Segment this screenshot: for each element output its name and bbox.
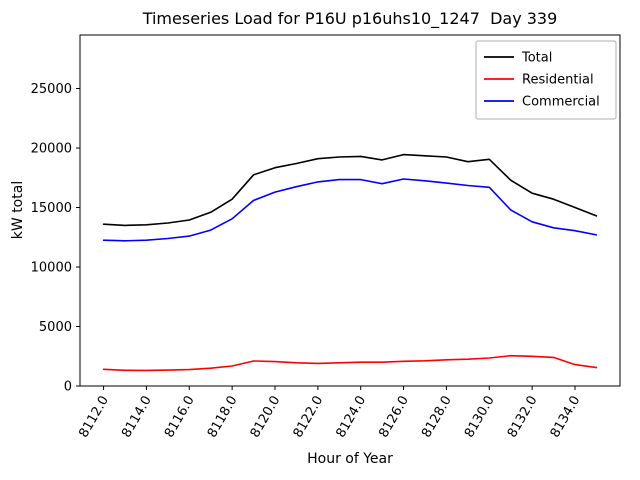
y-tick-label: 20000 <box>31 142 72 157</box>
x-tick-label: 8132.0 <box>505 394 541 441</box>
legend-label: Residential <box>522 73 594 88</box>
x-axis-label: Hour of Year <box>307 451 393 467</box>
legend-entry-commercial: Commercial <box>484 95 600 110</box>
y-tick-label: 0 <box>64 380 72 395</box>
y-tick-label: 25000 <box>31 82 72 97</box>
plot-group: 8112.0 8114.0 8116.0 8118.0 8120.0 8122.0 8124… <box>31 34 621 441</box>
x-tick-label: 8124.0 <box>333 394 369 441</box>
x-tick-label: 8114.0 <box>119 394 155 441</box>
y-axis-label: kW total <box>10 181 26 239</box>
x-tick-label: 8126.0 <box>376 394 412 441</box>
x-tick-label: 8128.0 <box>419 394 455 441</box>
y-tick-label: 5000 <box>39 320 72 335</box>
x-tick-label: 8118.0 <box>205 394 241 441</box>
series-line-commercial <box>102 178 598 242</box>
series-line-total <box>102 153 598 227</box>
y-tick-label: 15000 <box>31 201 72 216</box>
legend-box <box>475 40 617 120</box>
x-tick-label: 8130.0 <box>462 394 498 441</box>
legend: Total Residential Commercial <box>475 40 617 120</box>
y-tick-label: 10000 <box>31 261 72 276</box>
x-tick-label: 8120.0 <box>248 394 284 441</box>
legend-label: Commercial <box>522 95 600 110</box>
legend-label: Total <box>521 51 552 66</box>
legend-entry-total: Total <box>484 51 552 66</box>
x-tick-label: 8134.0 <box>548 394 584 441</box>
series-line-residential <box>102 354 598 372</box>
legend-entry-residential: Residential <box>484 73 594 88</box>
x-tick-label: 8116.0 <box>162 394 198 441</box>
chart-title: Timeseries Load for P16U p16uhs10_1247 D… <box>142 9 558 29</box>
x-tick-label: 8112.0 <box>76 394 112 441</box>
x-tick-label: 8122.0 <box>291 394 327 441</box>
